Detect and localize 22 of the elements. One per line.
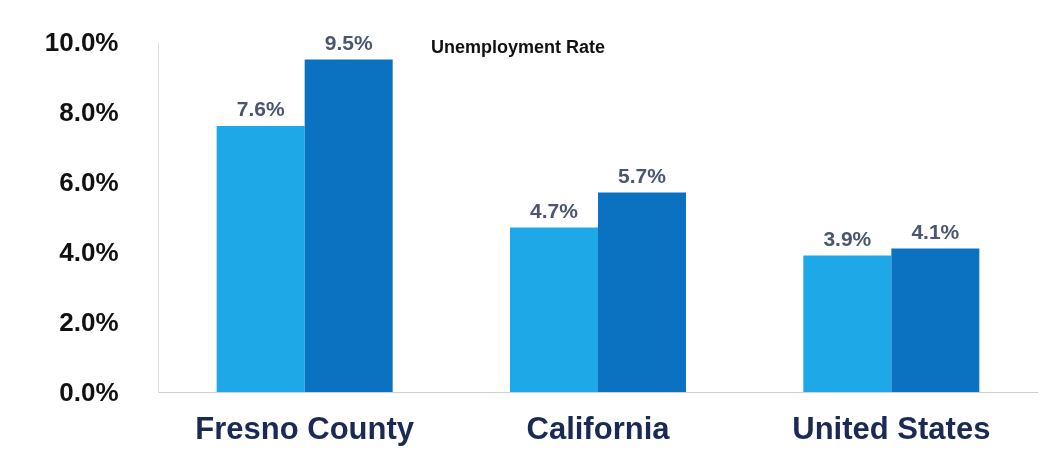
bar (598, 192, 686, 392)
bar (891, 248, 980, 392)
bar (510, 227, 598, 392)
x-tick-label: Fresno County (195, 410, 415, 446)
bar (803, 255, 892, 392)
y-tick-label: 2.0% (59, 306, 119, 337)
y-tick-label: 8.0% (59, 96, 119, 127)
data-label: 5.7% (618, 163, 667, 187)
bar (304, 59, 393, 392)
x-tick-label: California (526, 410, 671, 446)
y-tick-label: 10.0% (44, 26, 119, 57)
data-label: 3.9% (823, 226, 872, 250)
y-tick-label: 6.0% (59, 166, 119, 197)
y-tick-label: 4.0% (59, 236, 119, 267)
data-label: 9.5% (324, 30, 373, 54)
chart-title: Unemployment Rate (430, 37, 606, 57)
bar (216, 126, 305, 392)
data-label: 4.7% (530, 198, 579, 222)
data-label: 4.1% (911, 219, 960, 243)
x-tick-label: United States (792, 410, 991, 446)
y-tick-label: 0.0% (59, 376, 119, 407)
data-label: 7.6% (236, 97, 285, 120)
